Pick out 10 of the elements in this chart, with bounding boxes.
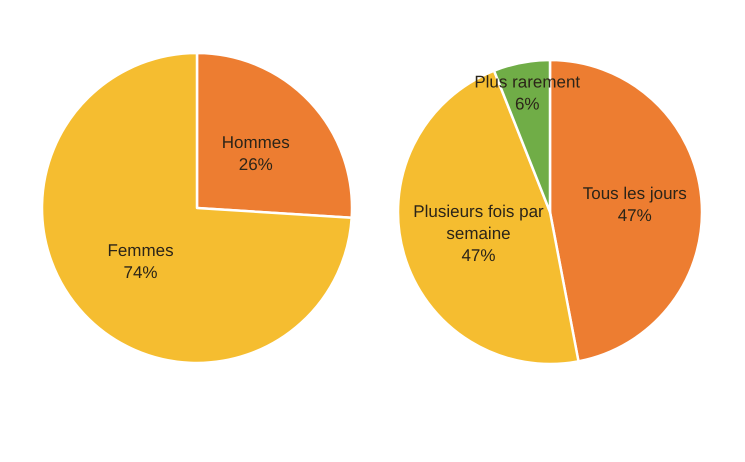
data-label: 47% <box>461 245 496 264</box>
data-label: 6% <box>514 94 540 114</box>
slice-label: Femmes <box>107 240 174 260</box>
slice-label: Hommes <box>222 132 290 152</box>
data-label: 26% <box>238 154 273 174</box>
slice-label: Tous les jours <box>582 183 687 202</box>
data-label: 47% <box>618 205 652 224</box>
pie-slice <box>40 52 353 364</box>
slice-label: Plusieurs fois par semaine <box>413 201 544 242</box>
data-label: 74% <box>123 262 158 282</box>
